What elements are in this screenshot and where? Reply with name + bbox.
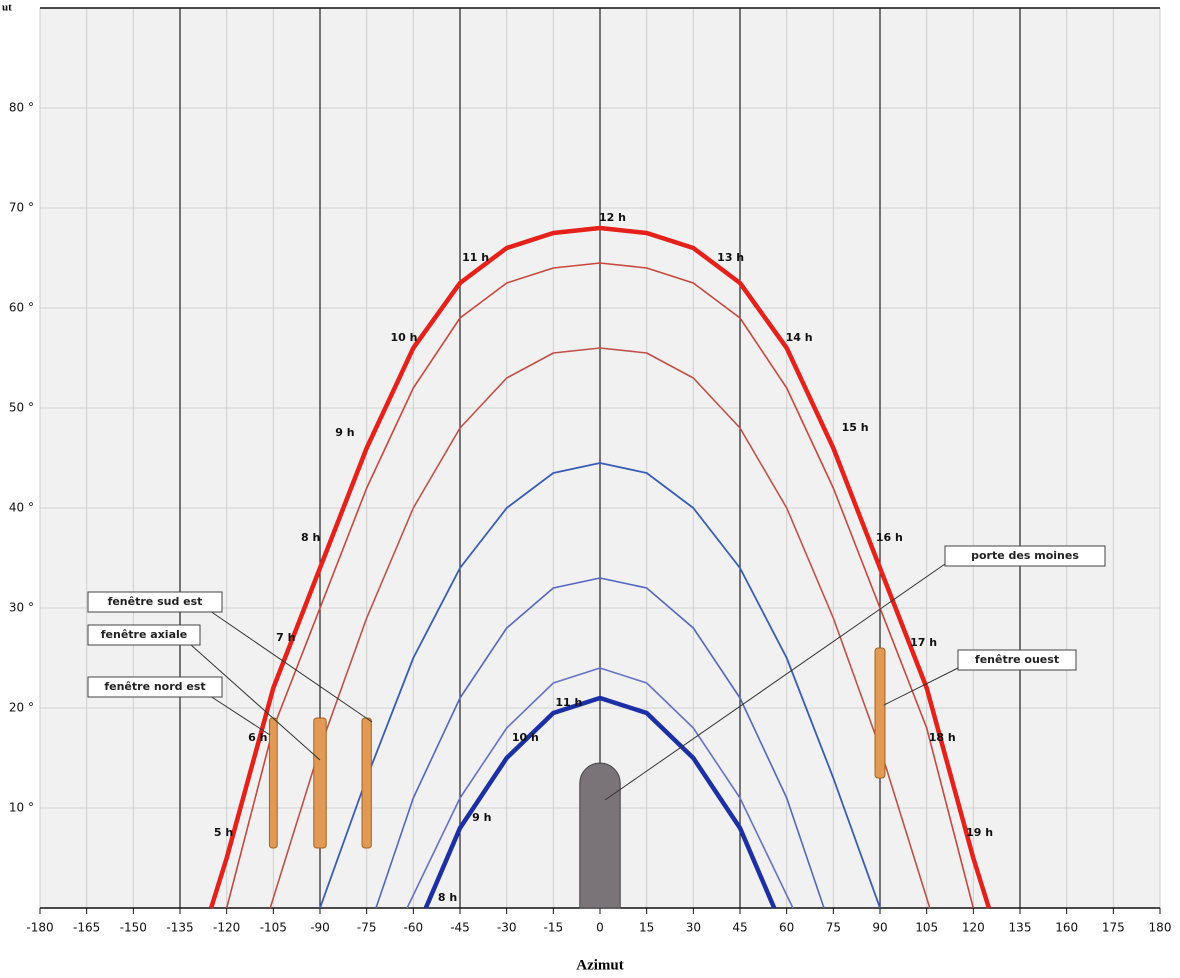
- hour-label: 13 h: [717, 251, 744, 264]
- door: [579, 762, 621, 909]
- sun-path-curve: [319, 462, 881, 909]
- window: [361, 717, 372, 849]
- x-tick-label: 135: [1009, 921, 1032, 935]
- y-tick-label: 50 °: [9, 401, 34, 415]
- hour-label: 17 h: [910, 636, 937, 649]
- leader-line: [604, 563, 946, 801]
- x-tick-label: -60: [404, 921, 424, 935]
- hour-label: 6 h: [248, 731, 267, 744]
- x-tick-label: -165: [73, 921, 100, 935]
- x-tick-label: 160: [1055, 921, 1078, 935]
- hour-label: 9 h: [335, 426, 354, 439]
- x-tick-label: -90: [310, 921, 330, 935]
- hour-label: 14 h: [786, 331, 813, 344]
- opening-label: fenêtre sud est: [108, 595, 203, 608]
- x-tick-label: 30: [686, 921, 701, 935]
- leader-line: [883, 667, 959, 706]
- leader-line: [208, 609, 373, 723]
- sun-path-curve: [406, 667, 794, 909]
- hour-label: 10 h: [512, 731, 539, 744]
- x-tick-label: -30: [497, 921, 517, 935]
- y-tick-label: 10 °: [9, 801, 34, 815]
- hour-label: 10 h: [391, 331, 418, 344]
- label-box: [957, 649, 1077, 671]
- y-tick-label: 80 °: [9, 101, 34, 115]
- x-tick-label: -150: [120, 921, 147, 935]
- hour-label: 19 h: [966, 826, 993, 839]
- leader-line: [208, 694, 271, 736]
- hour-label: 16 h: [876, 531, 903, 544]
- hour-label: 12 h: [599, 211, 626, 224]
- x-tick-label: -135: [166, 921, 193, 935]
- hour-label: 18 h: [929, 731, 956, 744]
- y-tick-label: 70 °: [9, 201, 34, 215]
- x-tick-label: 0: [596, 921, 604, 935]
- sun-path-curve: [208, 225, 992, 909]
- x-tick-label: -180: [26, 921, 53, 935]
- window: [268, 717, 278, 849]
- label-box: [87, 591, 223, 613]
- x-tick-label: 120: [962, 921, 985, 935]
- x-tick-label: 15: [639, 921, 654, 935]
- opening-label: fenêtre ouest: [975, 653, 1059, 666]
- hour-label: 11 h: [555, 696, 582, 709]
- x-tick-label: 75: [826, 921, 841, 935]
- y-tick-label: 20 °: [9, 701, 34, 715]
- y-tick-label: 60 °: [9, 301, 34, 315]
- x-tick-label: -120: [213, 921, 240, 935]
- sun-path-curve: [375, 577, 825, 909]
- hour-label: 15 h: [842, 421, 869, 434]
- window: [313, 717, 327, 849]
- hour-label: 8 h: [438, 891, 457, 904]
- x-tick-label: 90: [872, 921, 887, 935]
- x-tick-label: 175: [1102, 921, 1125, 935]
- x-tick-label: 180: [1149, 921, 1172, 935]
- x-tick-label: 60: [779, 921, 794, 935]
- opening-label: porte des moines: [971, 549, 1079, 562]
- label-box: [944, 545, 1106, 567]
- hour-label: 8 h: [301, 531, 320, 544]
- x-tick-label: -15: [544, 921, 564, 935]
- x-tick-label: -75: [357, 921, 377, 935]
- x-tick-label: 45: [732, 921, 747, 935]
- sun-path-curve: [225, 262, 975, 909]
- sun-path-curve: [423, 695, 777, 909]
- label-box: [87, 624, 201, 646]
- opening-label: fenêtre axiale: [101, 628, 187, 641]
- window: [874, 647, 886, 779]
- y-tick-label: 40 °: [9, 501, 34, 515]
- hour-label: 11 h: [462, 251, 489, 264]
- leader-line: [188, 642, 321, 761]
- y-tick-label: 30 °: [9, 601, 34, 615]
- hour-label: 7 h: [276, 631, 295, 644]
- y-axis-label: ut: [2, 2, 12, 14]
- hour-label: 9 h: [472, 811, 491, 824]
- label-box: [87, 676, 223, 698]
- x-tick-label: 105: [915, 921, 938, 935]
- x-tick-label: -105: [260, 921, 287, 935]
- x-tick-label: -45: [450, 921, 470, 935]
- sun-path-curve: [269, 347, 931, 909]
- hour-label: 5 h: [214, 826, 233, 839]
- x-axis-label: Azimut: [576, 957, 624, 973]
- opening-label: fenêtre nord est: [104, 680, 205, 693]
